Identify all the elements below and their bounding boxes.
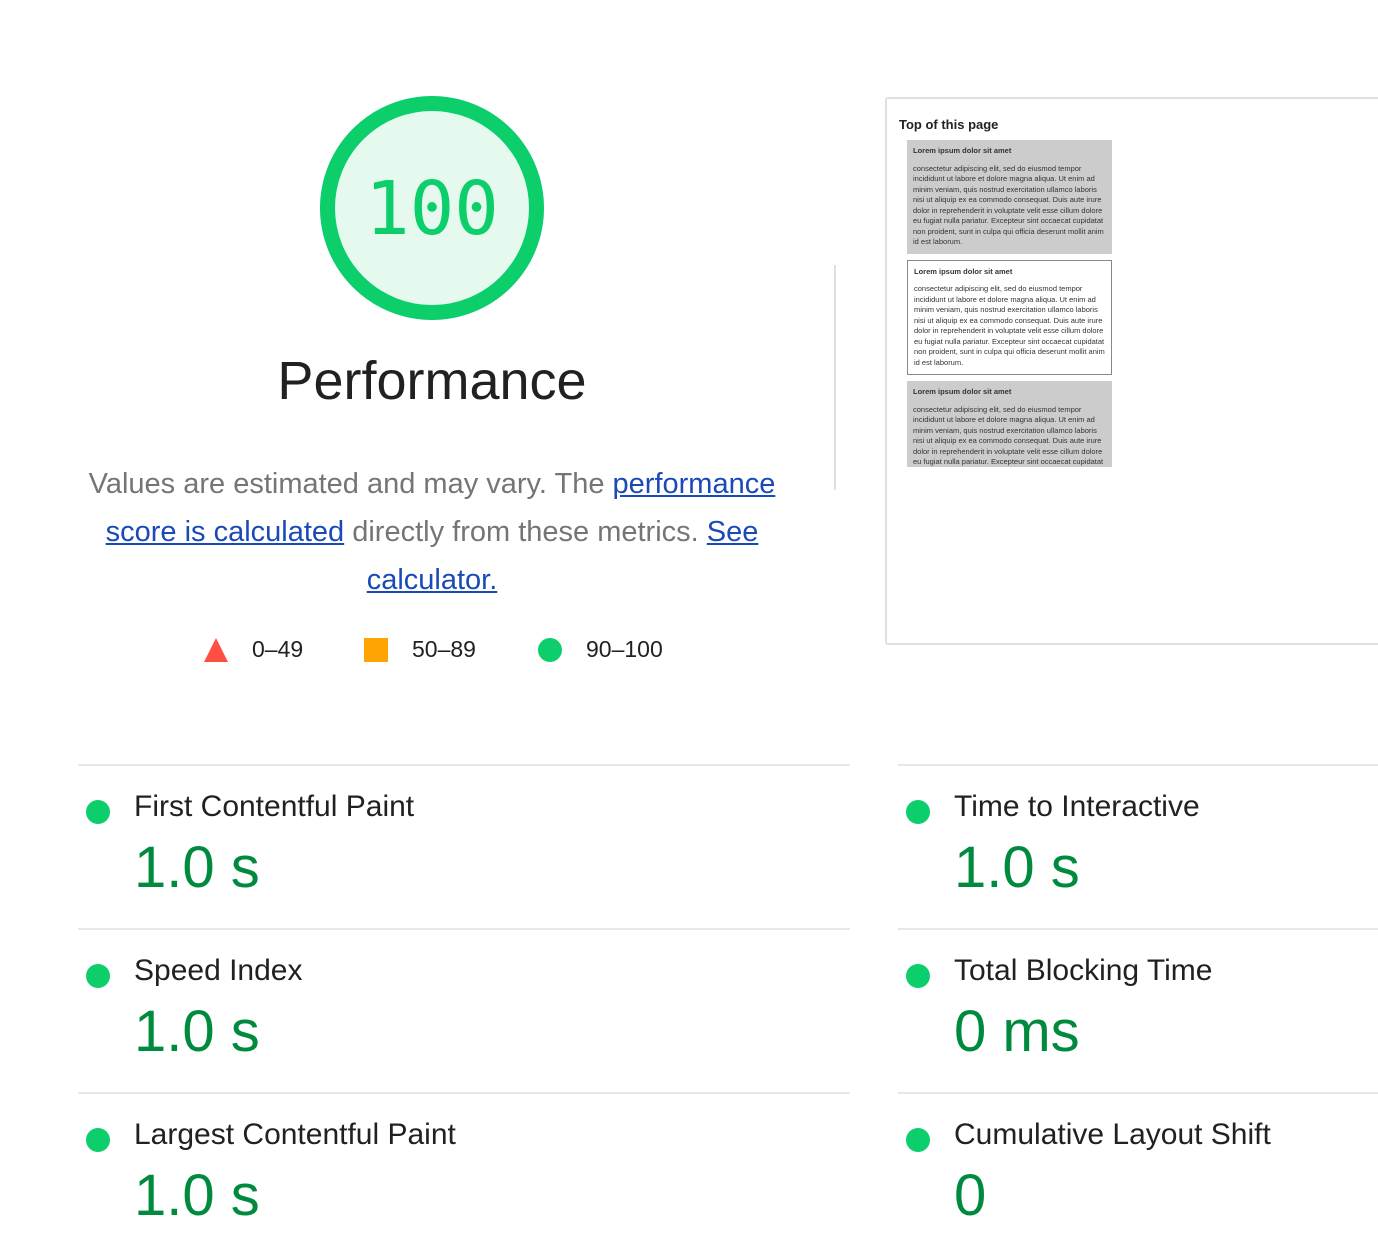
metric-value: 1.0 s <box>134 835 260 900</box>
metric-label: Time to Interactive <box>954 790 1200 823</box>
legend-item-pass: 90–100 <box>538 636 663 663</box>
screenshot-block: Lorem ipsum dolor sit amet consectetur ad… <box>907 259 1112 375</box>
legend-item-average: 50–89 <box>364 636 476 663</box>
metric-label: Speed Index <box>134 954 303 987</box>
screenshot-block: Lorem ipsum dolor sit amet consectetur ad… <box>907 381 1112 467</box>
metric-value: 0 ms <box>954 999 1080 1064</box>
square-icon <box>364 637 388 662</box>
score-calculation-link[interactable]: performance score is calculated <box>105 468 776 548</box>
divider <box>898 1092 1378 1094</box>
block-title: Lorem ipsum dolor sit amet <box>913 146 1012 155</box>
block-title: Lorem ipsum dolor sit amet <box>914 266 1013 276</box>
metric-value: 1.0 s <box>134 1163 260 1228</box>
divider <box>898 764 1378 766</box>
divider <box>78 764 850 766</box>
category-title: Performance <box>277 351 587 411</box>
metric-label: Total Blocking Time <box>954 954 1213 987</box>
performance-score-gauge: 100 <box>320 96 544 320</box>
screenshot-heading: Top of this page <box>899 117 999 132</box>
screenshot-block: Lorem ipsum dolor sit amet consectetur ad… <box>907 140 1112 254</box>
final-screenshot[interactable]: Top of this page Lorem ipsum dolor sit a… <box>885 97 1378 645</box>
metric-label: Cumulative Layout Shift <box>954 1118 1271 1151</box>
description-text: directly from these metrics. <box>344 516 707 548</box>
triangle-icon <box>204 637 228 662</box>
pass-circle-icon <box>906 964 930 988</box>
block-text: consectetur adipiscing elit, sed do eius… <box>913 404 1104 467</box>
description-text: Values are estimated and may vary. The <box>88 468 613 500</box>
circle-icon <box>538 637 562 662</box>
pass-circle-icon <box>86 800 110 824</box>
divider <box>898 928 1378 930</box>
legend-range: 90–100 <box>586 636 663 662</box>
pass-circle-icon <box>86 1128 110 1152</box>
score-description: Values are estimated and may vary. The p… <box>82 460 782 604</box>
divider <box>78 928 850 930</box>
legend-item-fail: 0–49 <box>204 636 303 663</box>
block-title: Lorem ipsum dolor sit amet <box>913 387 1012 396</box>
block-text: consectetur adipiscing elit, sed do eius… <box>914 284 1105 367</box>
metric-value: 1.0 s <box>134 999 260 1064</box>
metric-value: 1.0 s <box>954 835 1080 900</box>
pass-circle-icon <box>906 1128 930 1152</box>
block-text: consectetur adipiscing elit, sed do eius… <box>913 163 1104 247</box>
score-value: 100 <box>365 166 499 252</box>
legend-range: 0–49 <box>252 636 304 662</box>
see-calculator-link[interactable]: See calculator. <box>366 516 759 596</box>
pass-circle-icon <box>86 964 110 988</box>
pass-circle-icon <box>906 800 930 824</box>
divider <box>78 1092 850 1094</box>
divider <box>834 265 836 490</box>
legend-range: 50–89 <box>412 636 476 662</box>
metric-value: 0 <box>954 1163 987 1228</box>
metric-label: First Contentful Paint <box>134 790 415 823</box>
metric-label: Largest Contentful Paint <box>134 1118 456 1151</box>
